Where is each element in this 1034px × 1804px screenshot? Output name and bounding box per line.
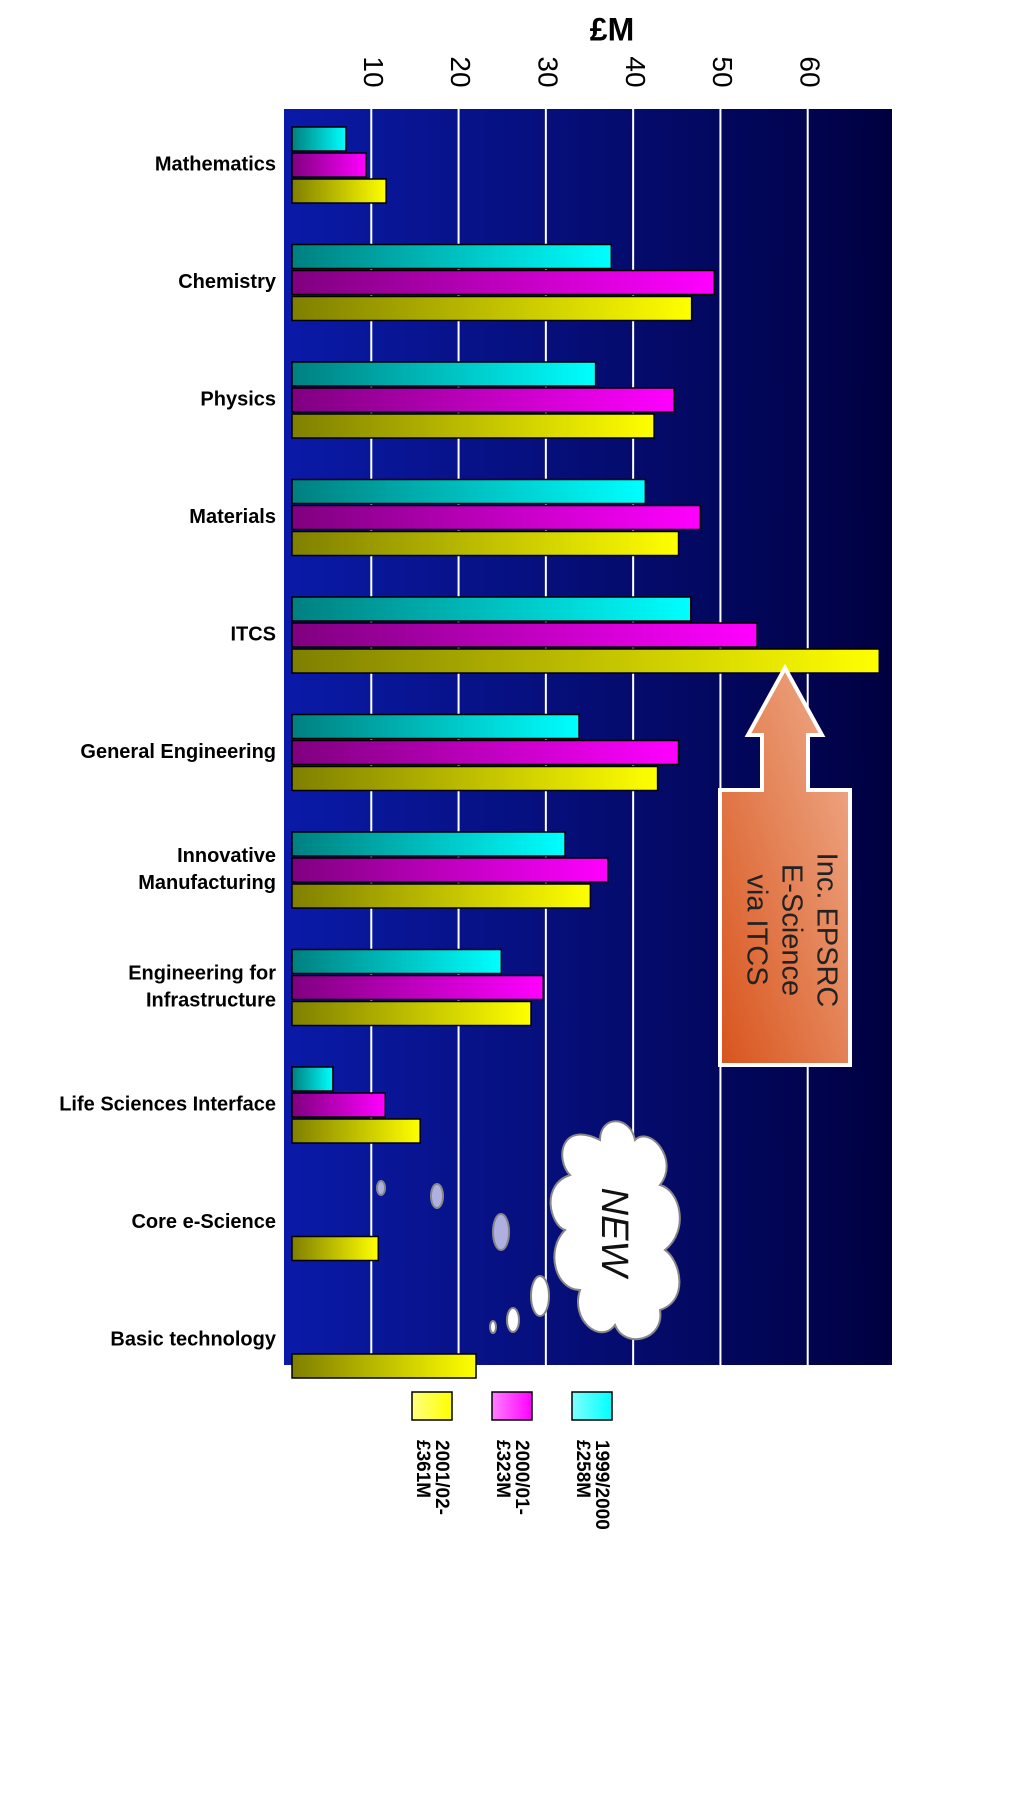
bar (291, 948, 503, 975)
plot (291, 109, 881, 1379)
category-label: ITCS (230, 623, 276, 645)
annotation: via ITCS (740, 874, 772, 985)
category-label: Manufacturing (138, 872, 276, 894)
legend-label: £258M (572, 1440, 593, 1498)
bar (291, 152, 367, 178)
bar (291, 269, 716, 296)
category-label: General Engineering (80, 741, 276, 763)
legend: 1999/2000£258M 2000/01-£323M 2001/02-£361M (411, 1391, 613, 1530)
category-label: Core e-Science (131, 1211, 276, 1233)
bar (291, 361, 597, 387)
callout-cloud (376, 1120, 681, 1341)
bar (291, 243, 613, 270)
bar (291, 713, 580, 740)
bar (291, 883, 592, 909)
x-tick-label: 40 (620, 56, 651, 87)
bar (291, 387, 675, 413)
bar (291, 974, 544, 1001)
bar (291, 596, 692, 622)
legend-swatch (571, 1391, 613, 1421)
chart-title: £M (590, 11, 634, 47)
bar (291, 765, 659, 792)
legend-swatch (491, 1391, 533, 1421)
bar (291, 1092, 387, 1118)
legend-label: £323M (492, 1440, 513, 1498)
annotation: Inc. EPSRC (810, 853, 842, 1008)
legend-label: 2001/02- (431, 1440, 452, 1515)
category-label: Infrastructure (146, 989, 276, 1011)
x-tick-label: 30 (532, 56, 563, 87)
bar (291, 295, 693, 322)
category-label: Life Sciences Interface (59, 1093, 276, 1115)
bar (291, 831, 566, 857)
category-label: Physics (200, 388, 276, 410)
legend-swatch (411, 1391, 453, 1421)
x-tick-label: 60 (794, 56, 825, 87)
x-tick-label: 10 (358, 56, 389, 87)
bar (291, 648, 881, 674)
category-label: Chemistry (178, 271, 277, 293)
callout-text: NEW (593, 1188, 635, 1280)
bar (291, 504, 702, 531)
x-tick-label: 20 (445, 56, 476, 87)
bar (291, 1353, 477, 1379)
category-label: Materials (189, 506, 276, 528)
bar (291, 1000, 532, 1027)
bar (291, 1118, 421, 1144)
bar (291, 413, 655, 439)
bar (291, 178, 387, 204)
bar (291, 126, 347, 152)
category-label: Mathematics (155, 153, 276, 175)
category-label: Innovative (177, 845, 276, 867)
annotation: E-Science (775, 864, 807, 996)
bar (291, 530, 680, 557)
bar (291, 622, 758, 648)
category-label: Basic technology (110, 1328, 276, 1350)
bar (291, 1066, 334, 1092)
bar (291, 1235, 380, 1262)
legend-label: 2000/01- (511, 1440, 532, 1515)
legend-label: £361M (412, 1440, 433, 1498)
bar (291, 857, 609, 883)
bar (291, 739, 680, 766)
annotation-arrow (718, 663, 852, 1067)
legend-label: 1999/2000 (591, 1440, 612, 1530)
category-label: Engineering for (128, 962, 276, 984)
bar (291, 478, 647, 505)
x-tick-label: 50 (707, 56, 738, 87)
